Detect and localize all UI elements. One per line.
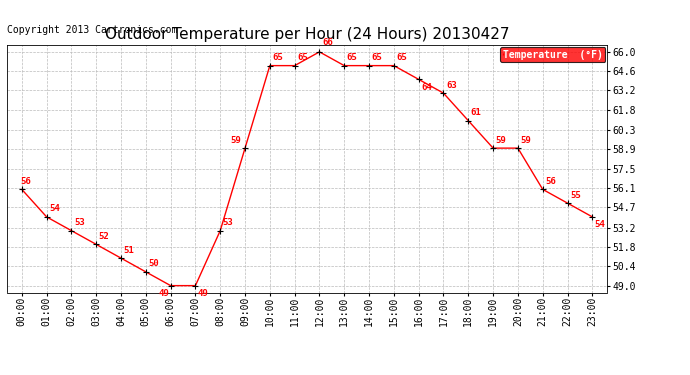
- Text: 65: 65: [396, 53, 407, 62]
- Text: 49: 49: [158, 289, 169, 298]
- Text: 61: 61: [471, 108, 482, 117]
- Text: 50: 50: [148, 260, 159, 268]
- Title: Outdoor Temperature per Hour (24 Hours) 20130427: Outdoor Temperature per Hour (24 Hours) …: [105, 27, 509, 42]
- Text: 65: 65: [371, 53, 382, 62]
- Text: 63: 63: [446, 81, 457, 90]
- Text: 59: 59: [230, 136, 241, 145]
- Text: 56: 56: [21, 177, 31, 186]
- Text: 49: 49: [198, 289, 208, 298]
- Text: 56: 56: [545, 177, 556, 186]
- Text: 54: 54: [49, 204, 60, 213]
- Text: 66: 66: [322, 38, 333, 47]
- Text: 65: 65: [347, 53, 357, 62]
- Text: 53: 53: [223, 218, 233, 227]
- Text: 65: 65: [273, 53, 283, 62]
- Text: 59: 59: [520, 136, 531, 145]
- Text: 59: 59: [495, 136, 506, 145]
- Text: 51: 51: [124, 246, 135, 255]
- Legend: Temperature  (°F): Temperature (°F): [500, 47, 605, 62]
- Text: Copyright 2013 Cartronics.com: Copyright 2013 Cartronics.com: [7, 25, 177, 35]
- Text: 55: 55: [570, 190, 581, 200]
- Text: 65: 65: [297, 53, 308, 62]
- Text: 52: 52: [99, 232, 110, 241]
- Text: 64: 64: [421, 83, 432, 92]
- Text: 53: 53: [74, 218, 85, 227]
- Text: 54: 54: [595, 220, 606, 229]
